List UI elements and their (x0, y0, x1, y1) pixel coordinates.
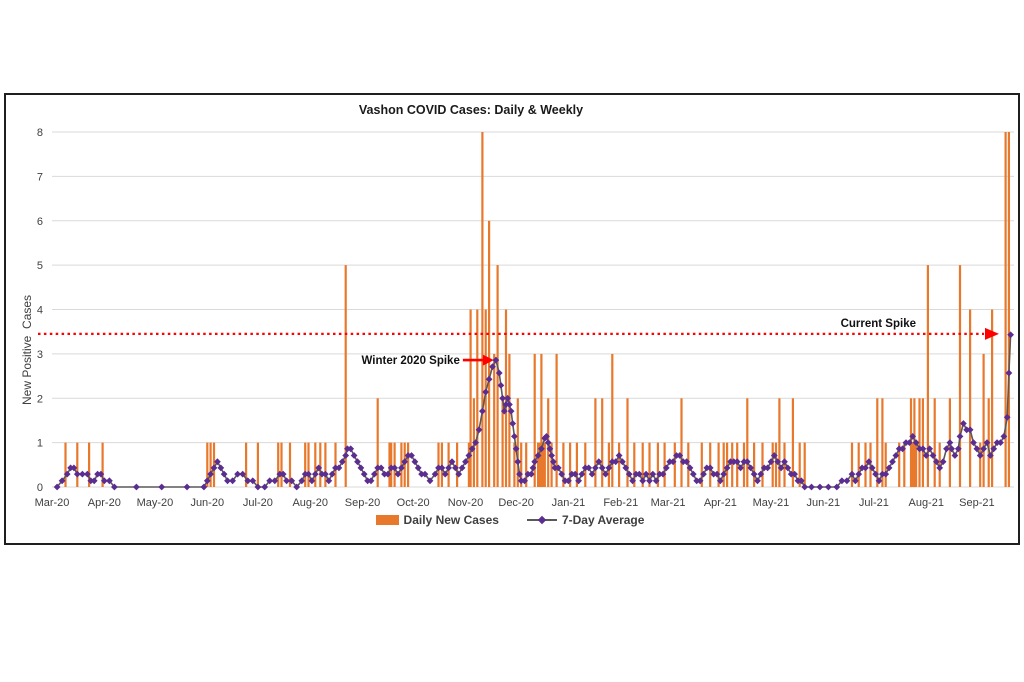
svg-text:5: 5 (37, 260, 43, 272)
average-line-swatch-icon (526, 515, 557, 525)
svg-text:Dec-20: Dec-20 (498, 497, 533, 509)
svg-text:Jun-20: Jun-20 (190, 497, 224, 509)
svg-text:Jul-20: Jul-20 (243, 497, 273, 509)
svg-text:Current Spike: Current Spike (841, 318, 916, 330)
legend-label-average: 7-Day Average (561, 513, 645, 527)
covid-cases-plot: 0 1 2 3 4 5 6 7 8 Mar-20 Apr-20 May-20 Jun-20 Jul-20 A… (35, 127, 1014, 509)
svg-text:Aug-20: Aug-20 (292, 497, 327, 509)
chart-title: Vashon COVID Cases: Daily & Weekly (358, 103, 584, 117)
svg-text:May-20: May-20 (137, 497, 174, 509)
svg-text:0: 0 (37, 482, 43, 494)
svg-text:Aug-21: Aug-21 (908, 497, 943, 509)
svg-text:Apr-20: Apr-20 (88, 497, 121, 509)
svg-text:May-21: May-21 (753, 497, 790, 509)
svg-text:Winter 2020 Spike: Winter 2020 Spike (362, 355, 460, 367)
svg-text:Jan-21: Jan-21 (552, 497, 586, 509)
legend-item-daily-new-cases: Daily New Cases (375, 513, 499, 527)
svg-text:Jul-21: Jul-21 (859, 497, 889, 509)
chart-frame: Vashon COVID Cases: Daily & Weekly New P… (4, 93, 1020, 545)
legend-diamond-icon (537, 515, 547, 525)
daily-cases-swatch-icon (375, 515, 399, 525)
svg-text:4: 4 (37, 305, 43, 317)
svg-text:Mar-21: Mar-21 (651, 497, 686, 509)
svg-text:Apr-21: Apr-21 (704, 497, 737, 509)
svg-text:6: 6 (37, 216, 43, 228)
svg-text:8: 8 (37, 127, 43, 139)
svg-text:Sep-20: Sep-20 (345, 497, 380, 509)
legend: Daily New Cases 7-Day Average (6, 513, 1014, 527)
svg-text:Nov-20: Nov-20 (448, 497, 483, 509)
svg-text:Oct-20: Oct-20 (397, 497, 430, 509)
svg-text:3: 3 (37, 349, 43, 361)
svg-text:7: 7 (37, 171, 43, 183)
legend-item-7-day-average: 7-Day Average (526, 513, 645, 527)
svg-text:1: 1 (37, 438, 43, 450)
svg-text:Sep-21: Sep-21 (959, 497, 994, 509)
svg-text:Mar-20: Mar-20 (35, 497, 70, 509)
legend-label-daily: Daily New Cases (403, 513, 499, 527)
svg-text:Jun-21: Jun-21 (806, 497, 840, 509)
svg-text:Feb-21: Feb-21 (603, 497, 638, 509)
svg-text:2: 2 (37, 393, 43, 405)
